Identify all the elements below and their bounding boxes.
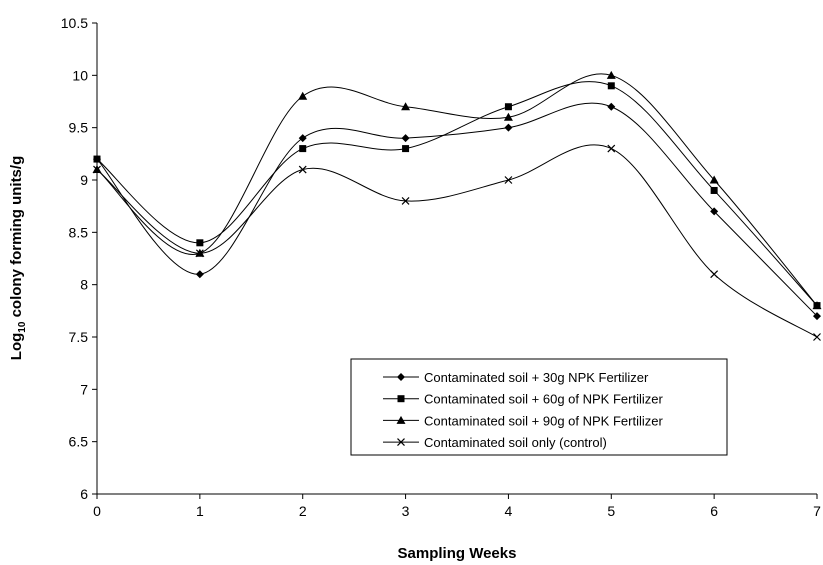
legend-label: Contaminated soil + 30g NPK Fertilizer xyxy=(424,370,649,385)
legend-marker xyxy=(397,373,405,381)
legend: Contaminated soil + 30g NPK Fertilizer Co… xyxy=(350,358,728,456)
x-tick-label: 1 xyxy=(196,503,204,519)
data-point xyxy=(607,102,616,111)
y-tick-label: 9 xyxy=(80,172,88,188)
legend-box xyxy=(350,358,728,456)
series-1 xyxy=(93,102,821,321)
series-group xyxy=(92,70,822,341)
data-point xyxy=(298,134,307,143)
x-tick-label: 3 xyxy=(402,503,410,519)
series-line xyxy=(96,144,818,338)
legend-item-3: Contaminated soil + 90g of NPK Fertilize… xyxy=(383,413,663,428)
axes: 6 6.5 7 7.5 8 8.5 9 9.5 10 10.5 0 1 2 3 4 5 6 7 xyxy=(61,15,821,519)
data-point xyxy=(709,175,719,184)
data-point xyxy=(504,123,513,132)
data-point xyxy=(504,103,512,111)
y-axis-title-subscript: 10 xyxy=(17,321,28,333)
legend-item-2: Contaminated soil + 60g of NPK Fertilize… xyxy=(383,392,663,407)
data-point xyxy=(607,82,615,90)
y-axis-title: Log10 colony forming units/g xyxy=(8,156,28,360)
data-point xyxy=(401,197,410,205)
data-point xyxy=(93,165,101,174)
legend-marker xyxy=(397,395,405,403)
y-tick-label: 10 xyxy=(72,67,88,83)
data-point xyxy=(195,270,204,279)
y-axis-title-main: Log xyxy=(8,333,25,361)
data-point xyxy=(710,207,719,216)
data-point xyxy=(710,270,719,279)
legend-label: Contaminated soil only (control) xyxy=(424,435,607,450)
x-tick-label: 2 xyxy=(299,503,307,519)
series-4 xyxy=(93,144,821,341)
series-line xyxy=(96,73,818,306)
series-2 xyxy=(93,81,821,310)
data-point xyxy=(813,312,821,321)
x-tick-label: 5 xyxy=(607,503,615,519)
data-point xyxy=(504,176,513,184)
data-point xyxy=(298,91,308,100)
y-tick-label: 8.5 xyxy=(69,224,89,240)
x-tick-label: 4 xyxy=(505,503,513,519)
legend-item-4: Contaminated soil only (control) xyxy=(383,435,607,450)
legend-label: Contaminated soil + 90g of NPK Fertilize… xyxy=(424,413,663,428)
data-point xyxy=(401,134,410,143)
data-point xyxy=(402,145,410,153)
legend-label: Contaminated soil + 60g of NPK Fertilize… xyxy=(424,392,663,407)
y-tick-label: 6 xyxy=(80,486,88,502)
y-axis-title-rest: colony forming units/g xyxy=(8,156,25,322)
y-tick-label: 10.5 xyxy=(61,15,88,31)
data-point xyxy=(813,333,821,341)
data-point xyxy=(298,165,307,174)
y-tick-label: 7.5 xyxy=(69,329,89,345)
x-tick-label: 7 xyxy=(813,503,821,519)
x-tick-label: 6 xyxy=(710,503,718,519)
data-point xyxy=(710,186,718,194)
data-point xyxy=(812,301,822,310)
x-axis-title: Sampling Weeks xyxy=(398,545,517,562)
data-point xyxy=(299,145,307,153)
legend-marker xyxy=(397,438,405,447)
data-point xyxy=(401,102,411,111)
legend-item-1: Contaminated soil + 30g NPK Fertilizer xyxy=(383,370,649,385)
data-point xyxy=(93,155,101,163)
y-tick-label: 7 xyxy=(80,381,88,397)
data-point xyxy=(195,249,204,258)
series-line xyxy=(96,102,818,317)
x-tick-label: 0 xyxy=(93,503,101,519)
data-point xyxy=(607,144,616,153)
y-tick-label: 9.5 xyxy=(69,120,89,136)
data-point xyxy=(196,239,204,247)
legend-marker xyxy=(396,415,406,424)
y-tick-label: 8 xyxy=(80,277,88,293)
y-tick-label: 6.5 xyxy=(69,434,89,450)
data-point xyxy=(606,70,616,79)
series-line xyxy=(96,81,818,306)
data-point xyxy=(503,112,513,121)
